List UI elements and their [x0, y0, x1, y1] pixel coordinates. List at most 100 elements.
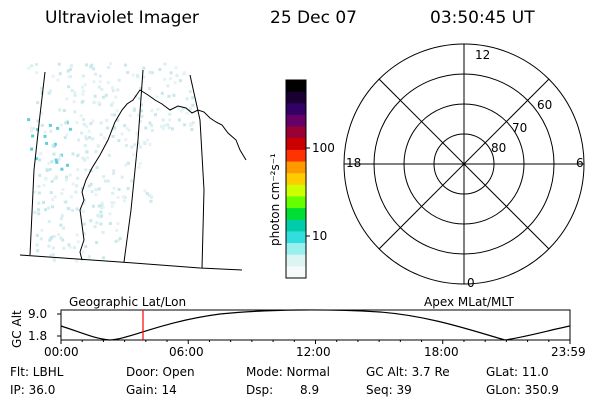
emission-dot	[168, 118, 172, 122]
emission-dot	[80, 131, 84, 135]
emission-dot	[120, 132, 124, 136]
emission-dot	[45, 141, 49, 145]
emission-dot	[73, 110, 77, 114]
emission-dot	[163, 62, 167, 66]
emission-dot	[43, 134, 47, 138]
emission-dot	[93, 100, 97, 104]
emission-dot	[37, 208, 40, 212]
emission-dot	[92, 80, 96, 84]
emission-dot	[150, 128, 154, 132]
emission-dot	[84, 245, 88, 248]
emission-dot	[81, 74, 85, 78]
emission-dot	[82, 199, 86, 202]
emission-dot	[123, 196, 127, 199]
emission-dot	[136, 75, 140, 79]
emission-dot	[72, 246, 76, 249]
emission-dot	[179, 109, 183, 113]
mlt-label-6: 6	[576, 156, 584, 170]
emission-dot	[116, 88, 120, 92]
emission-dot	[87, 129, 91, 133]
emission-dot	[49, 254, 53, 258]
emission-dot	[81, 186, 84, 190]
emission-dot	[100, 201, 104, 205]
emission-dot	[150, 71, 154, 75]
emission-dot	[36, 249, 40, 253]
emission-dot	[42, 201, 45, 204]
emission-dot	[57, 62, 61, 66]
emission-dot	[169, 71, 173, 75]
emission-dot	[166, 123, 170, 127]
emission-dot	[174, 66, 178, 70]
colorbar-band	[286, 266, 306, 279]
emission-dot	[29, 129, 33, 133]
emission-dot	[138, 97, 141, 101]
emission-dot	[72, 100, 76, 104]
altitude-xtick-label: 00:00	[44, 345, 79, 359]
emission-dot	[57, 157, 61, 161]
emission-dot	[60, 167, 64, 171]
emission-dot	[56, 126, 60, 130]
altitude-ytick-label: 1.8	[28, 329, 48, 343]
dsp-value: 8.9	[300, 383, 320, 397]
colorbar-band	[286, 219, 306, 232]
emission-dot	[82, 210, 85, 213]
emission-dot	[99, 210, 103, 214]
emission-dot	[102, 256, 105, 260]
altitude-ytick-label: 9.0	[28, 307, 48, 321]
emission-dot	[117, 188, 121, 191]
colorbar-band	[286, 138, 306, 151]
emission-dot	[40, 86, 44, 90]
colorbar-frame	[285, 79, 307, 279]
emission-dot	[82, 201, 86, 205]
emission-dot	[150, 108, 154, 112]
emission-dot	[175, 74, 179, 78]
emission-dot	[42, 183, 46, 187]
emission-dot	[89, 182, 93, 186]
emission-dot	[58, 72, 62, 76]
emission-dot	[82, 232, 86, 236]
map-caption: Geographic Lat/Lon	[69, 295, 187, 309]
emission-dot	[79, 114, 83, 118]
emission-dot	[64, 121, 68, 125]
emission-dot	[99, 133, 103, 137]
colorbar-band	[286, 208, 306, 221]
emission-dot	[171, 127, 174, 131]
emission-dot	[181, 106, 185, 110]
emission-dot	[75, 121, 79, 124]
emission-dot	[83, 158, 87, 162]
emission-dot	[50, 180, 54, 183]
emission-dot	[93, 225, 97, 229]
altitude-xtick-label: 06:00	[169, 345, 204, 359]
emission-dot	[39, 237, 43, 241]
emission-dot	[88, 136, 92, 140]
emission-dot	[107, 154, 111, 158]
date-label: 25 Dec 07	[270, 8, 357, 28]
emission-dot	[136, 113, 140, 117]
emission-dot	[191, 96, 195, 100]
emission-dot	[111, 89, 115, 93]
colorbar-unit-label: photon cm⁻²s⁻¹	[268, 153, 282, 246]
emission-dot	[115, 109, 119, 113]
emission-dot	[188, 107, 192, 111]
emission-dot	[86, 156, 89, 160]
emission-dot	[63, 136, 67, 140]
emission-dot	[58, 108, 62, 112]
emission-dot	[93, 94, 97, 98]
emission-dot	[76, 176, 80, 180]
altitude-curve	[60, 309, 571, 341]
emission-dot	[48, 89, 52, 93]
emission-dot	[61, 188, 65, 192]
emission-dot	[172, 93, 176, 97]
emission-dot	[160, 124, 164, 128]
seq-info: Seq: 39	[366, 383, 412, 397]
emission-dot	[31, 134, 35, 138]
emission-dot	[131, 73, 135, 77]
emission-dot	[58, 154, 62, 158]
emission-dot	[89, 65, 93, 69]
emission-dot	[148, 142, 152, 146]
emission-dot	[160, 91, 164, 95]
emission-dot	[82, 89, 85, 93]
emission-dot	[48, 168, 52, 171]
emission-dot	[137, 165, 141, 169]
emission-dot	[71, 152, 75, 156]
